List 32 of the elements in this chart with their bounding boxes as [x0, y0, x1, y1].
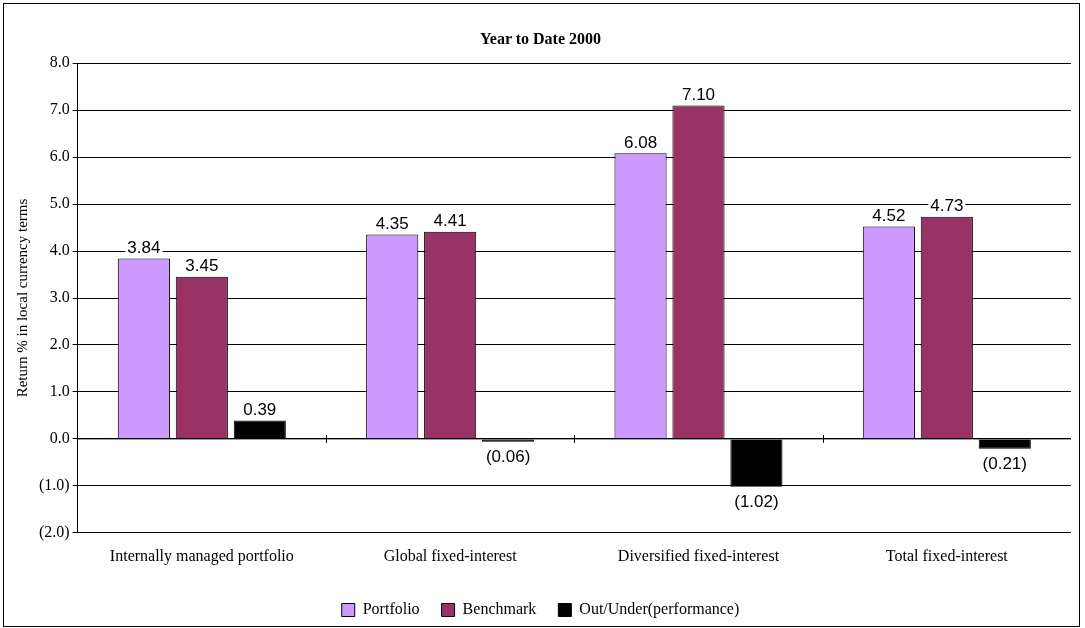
data-label: 3.84 — [127, 237, 161, 257]
data-label: 7.10 — [681, 84, 716, 104]
data-label: (1.02) — [734, 491, 779, 511]
legend-label: Out/Under(performance) — [579, 600, 740, 619]
data-label: 6.08 — [624, 132, 658, 152]
data-label: 0.39 — [243, 399, 277, 419]
y-tick-label: (2.0) — [39, 523, 70, 541]
x-tick-label: Total fixed-interest — [885, 546, 1009, 564]
data-label: 4.35 — [375, 213, 409, 233]
y-axis-title: Return % in local currency terms — [13, 198, 30, 398]
legend-label: Portfolio — [362, 600, 420, 618]
y-tick-label: 7.0 — [49, 100, 70, 118]
data-label: 4.52 — [872, 205, 906, 225]
chart-title: Year to Date 2000 — [479, 29, 602, 47]
y-tick-label: 4.0 — [49, 241, 70, 259]
legend-label: Benchmark — [462, 600, 537, 618]
x-tick-label: Global fixed-interest — [383, 546, 518, 564]
data-label: 4.41 — [433, 210, 467, 230]
x-tick-label: Internally managed portfolio — [109, 546, 294, 565]
data-label: (0.06) — [485, 446, 531, 466]
y-tick-label: 2.0 — [49, 335, 70, 353]
y-tick-label: 8.0 — [49, 53, 70, 71]
y-tick-label: (1.0) — [39, 476, 70, 495]
data-label: 3.45 — [185, 256, 219, 276]
y-tick-label: 6.0 — [49, 147, 70, 165]
y-tick-label: 1.0 — [49, 382, 70, 400]
data-label: (0.21) — [982, 453, 1027, 473]
y-tick-label: 5.0 — [49, 194, 70, 212]
data-label: 4.73 — [930, 195, 964, 215]
y-tick-label: 0.0 — [49, 429, 70, 447]
y-tick-label: 3.0 — [49, 288, 70, 306]
x-tick-label: Diversified fixed-interest — [617, 546, 780, 564]
